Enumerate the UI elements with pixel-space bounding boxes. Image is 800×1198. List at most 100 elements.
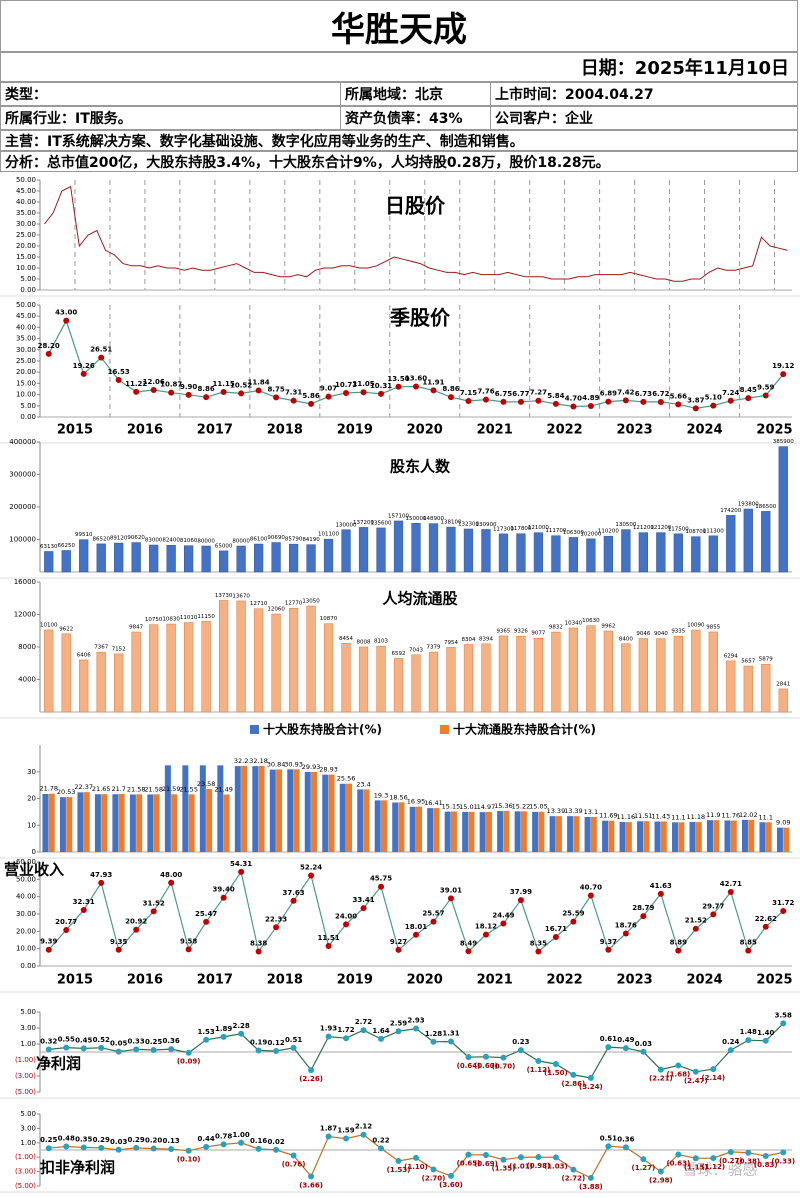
- y-tick-label: 20.00: [16, 927, 36, 935]
- bar: [724, 820, 731, 852]
- bar: [673, 533, 683, 573]
- value-label: 11150: [197, 614, 215, 620]
- value-label: (1.03): [544, 1162, 568, 1170]
- chart-title: 股东人数: [390, 458, 451, 476]
- value-label: 85790: [285, 537, 303, 543]
- bar: [689, 822, 696, 852]
- y-tick-label: 45.00: [16, 187, 36, 195]
- value-label: 130500: [615, 522, 636, 528]
- marker: [413, 383, 419, 390]
- value-label: 32.18: [249, 757, 268, 765]
- value-label: 132300: [458, 522, 479, 528]
- marker: [552, 1154, 559, 1161]
- marker: [535, 948, 542, 955]
- bar: [638, 532, 648, 573]
- y-tick-label: 35.00: [16, 209, 36, 217]
- value-label: 11.76: [721, 812, 740, 820]
- value-label: 10340: [565, 620, 583, 626]
- bar: [206, 788, 213, 852]
- bar: [568, 537, 579, 573]
- y-tick-label: 60.00: [16, 858, 36, 866]
- marker: [780, 1020, 787, 1027]
- marker: [273, 394, 280, 401]
- value-label: 6294: [724, 653, 738, 659]
- y-tick-label: 100000: [9, 536, 36, 544]
- value-label: 0.51: [285, 1036, 302, 1044]
- legend-swatch: [440, 725, 449, 734]
- value-label: 5.66: [670, 392, 687, 400]
- value-label: 11.51: [634, 812, 653, 820]
- bar: [136, 794, 143, 852]
- value-label: 9.39: [40, 938, 57, 946]
- info-cell: 类型：: [1, 83, 341, 105]
- y-tick-label: 400000: [9, 438, 36, 446]
- bar: [171, 794, 178, 852]
- value-label: 21.58: [144, 785, 163, 793]
- bar: [538, 811, 545, 852]
- bar: [555, 816, 562, 852]
- value-label: (3.60): [439, 1181, 463, 1189]
- bar: [223, 794, 230, 852]
- marker: [45, 1046, 52, 1053]
- marker: [273, 1146, 280, 1153]
- value-label: 0.49: [617, 1036, 634, 1044]
- value-label: 0.03: [635, 1040, 652, 1048]
- value-label: 0.03: [110, 1138, 127, 1146]
- marker: [430, 1038, 437, 1045]
- bar: [625, 822, 632, 852]
- value-label: 3.58: [775, 1011, 792, 1019]
- y-tick-label: 10.00: [16, 391, 36, 399]
- value-label: 9962: [601, 624, 615, 630]
- value-label: 23.58: [197, 780, 216, 788]
- value-label: 9832: [549, 625, 563, 631]
- marker: [273, 1048, 280, 1055]
- value-label: 39.40: [213, 886, 235, 894]
- value-label: 21.59: [162, 785, 181, 793]
- value-label: 81060: [180, 538, 198, 544]
- year-label: 2022: [547, 423, 583, 438]
- bar: [287, 769, 294, 852]
- bar: [708, 631, 718, 713]
- value-label: 11.51: [317, 934, 339, 942]
- bar: [730, 820, 737, 852]
- marker: [360, 1131, 367, 1138]
- value-label: 11.1: [671, 813, 685, 821]
- year-label: 2016: [127, 423, 163, 438]
- value-label: 10750: [145, 617, 163, 623]
- bar: [584, 816, 591, 852]
- bar: [376, 645, 386, 713]
- marker: [63, 926, 70, 933]
- year-label: 2019: [337, 423, 373, 438]
- bar: [428, 651, 439, 713]
- year-label: 2015: [57, 423, 93, 438]
- value-label: 4.89: [582, 394, 599, 402]
- bar: [393, 658, 404, 713]
- marker: [63, 1143, 70, 1150]
- marker: [203, 1143, 210, 1150]
- marker: [273, 924, 280, 931]
- value-label: 8.38: [250, 939, 267, 947]
- bar: [444, 811, 451, 852]
- value-label: 117800: [510, 526, 531, 532]
- marker: [378, 390, 385, 397]
- value-label: 7.15: [460, 389, 477, 397]
- bar: [241, 765, 248, 852]
- value-label: (2.14): [701, 1074, 725, 1082]
- marker: [762, 1152, 769, 1159]
- bar: [341, 643, 351, 713]
- bar: [101, 794, 108, 852]
- value-label: 86100: [250, 537, 268, 543]
- date: 日期：2025年11月10日: [0, 52, 798, 82]
- value-label: 90620: [127, 535, 145, 541]
- value-label: 9.35: [110, 938, 127, 946]
- bar: [741, 819, 748, 852]
- value-label: 47.93: [90, 871, 112, 879]
- bar: [656, 532, 666, 573]
- value-label: 0.52: [93, 1036, 110, 1044]
- y-tick-label: 5.00: [20, 1110, 36, 1118]
- bar: [166, 623, 176, 713]
- value-label: 0.51: [600, 1134, 617, 1142]
- value-label: 8008: [357, 639, 371, 645]
- y-tick-label: 4000: [18, 676, 36, 684]
- value-label: 99510: [75, 532, 93, 538]
